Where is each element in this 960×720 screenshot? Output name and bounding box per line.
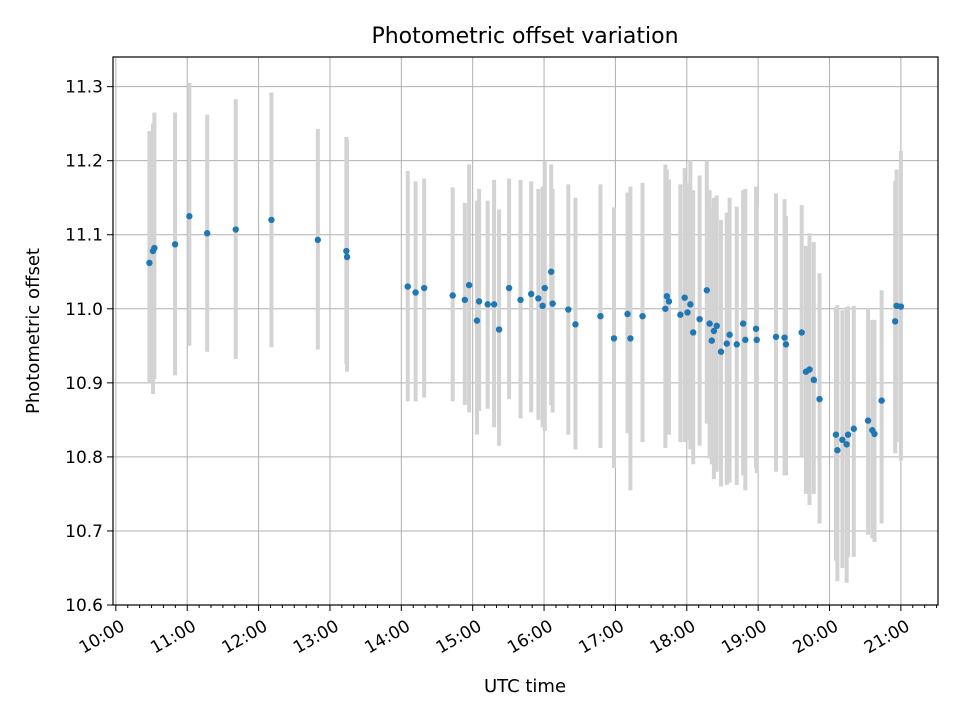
data-point [473,317,481,324]
data-point [684,309,691,316]
data-point [690,329,697,336]
chart-title: Photometric offset variation [371,24,678,49]
data-point [597,312,604,320]
data-point [204,230,211,237]
data-point [404,283,411,290]
data-point [461,296,469,304]
data-point [449,292,456,299]
data-point [726,331,733,338]
data-point [677,311,684,318]
data-point [639,312,646,320]
y-tick-label: 11.0 [65,300,103,320]
data-point [723,340,730,347]
data-point [703,287,710,294]
data-point [843,441,850,448]
data-point [713,322,720,330]
data-point [624,310,631,318]
data-point [268,216,275,224]
data-point [832,431,840,438]
data-point [517,296,524,304]
data-point [535,295,542,302]
data-point [753,336,760,344]
data-point [572,321,579,328]
data-point [742,336,749,344]
data-point [665,298,673,305]
data-point [781,334,788,341]
data-point [146,259,153,267]
data-point [171,241,179,248]
y-tick-label: 11.3 [65,78,103,98]
data-point [663,292,671,300]
data-point [816,395,823,403]
data-point [627,335,634,342]
data-point [681,294,688,301]
data-point [839,436,846,444]
data-point [739,320,747,327]
data-point [878,397,885,404]
data-point [717,348,725,355]
data-point [897,303,905,310]
data-point [834,447,841,454]
data-point [782,341,790,348]
data-point [151,244,158,252]
data-point [850,425,857,432]
data-point [891,318,899,325]
data-point [528,290,535,298]
data-point [864,417,872,424]
data-point [186,213,193,220]
data-point [706,320,713,327]
data-point [687,301,694,308]
data-point [549,300,556,307]
y-tick-label: 11.2 [65,152,103,172]
data-point [710,327,718,335]
data-point [495,326,503,333]
y-tick-label: 11.1 [65,226,103,246]
data-point [610,335,618,342]
x-axis-label: UTC time [484,676,566,697]
data-point [733,341,740,348]
data-point [343,253,351,261]
data-point [475,298,483,305]
data-point [798,329,805,336]
data-point [505,284,513,292]
data-point [232,226,239,233]
data-point [772,333,780,341]
data-point [539,302,546,310]
data-point [420,284,428,292]
y-tick-label: 10.7 [65,522,103,542]
y-tick-label: 10.9 [65,374,103,394]
y-tick-label: 10.8 [65,448,103,468]
data-point [871,430,878,438]
data-point [343,247,350,255]
point-layer [146,213,905,454]
data-point [662,305,669,312]
data-point [541,284,548,292]
data-point [484,301,491,308]
data-point [565,306,572,313]
data-point [806,366,813,373]
y-tick-label: 10.6 [65,596,103,616]
data-point [412,289,419,296]
data-point [465,281,473,289]
data-point [547,268,555,275]
data-point [708,337,715,344]
data-point [810,376,818,384]
data-point [314,236,322,244]
y-axis-label: Photometric offset [23,248,44,414]
data-point [844,431,852,438]
data-point [752,325,760,332]
plot-frame [112,56,939,606]
data-point [490,301,498,308]
data-point [696,315,703,323]
